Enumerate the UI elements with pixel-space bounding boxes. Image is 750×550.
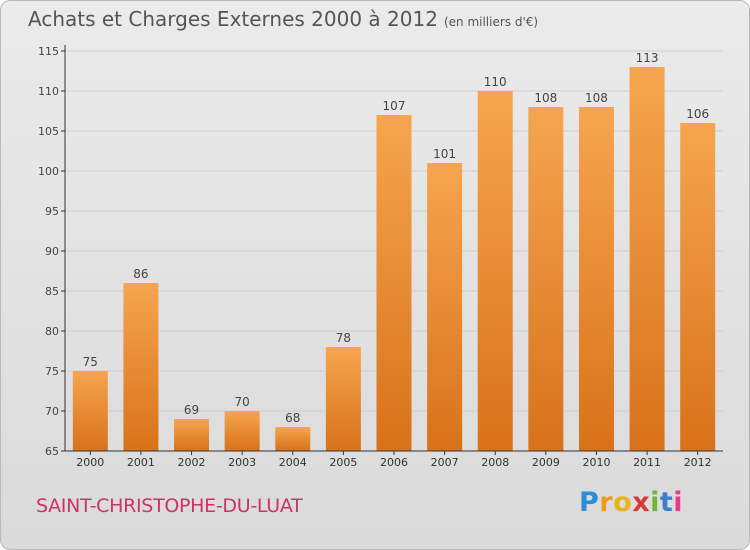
chart-subtitle: (en milliers d'€) — [443, 15, 539, 29]
y-tick-label: 65 — [45, 445, 59, 458]
bar-value-label: 68 — [285, 411, 300, 425]
x-tick-label: 2012 — [684, 456, 712, 469]
chart-title-text: Achats et Charges Externes 2000 à 2012 — [28, 7, 438, 31]
bar-2001 — [123, 283, 159, 451]
bar-value-label: 70 — [235, 395, 250, 409]
x-tick-label: 2004 — [279, 456, 307, 469]
bar-2004 — [275, 427, 311, 451]
y-tick-label: 95 — [45, 205, 59, 218]
bar-value-label: 107 — [383, 99, 406, 113]
bar-value-label: 101 — [433, 147, 456, 161]
x-tick-label: 2008 — [481, 456, 509, 469]
x-tick-label: 2011 — [633, 456, 661, 469]
bar-value-label: 78 — [336, 331, 351, 345]
y-tick-label: 85 — [45, 285, 59, 298]
bar-2006 — [376, 115, 412, 451]
bar-value-label: 110 — [484, 75, 507, 89]
logo-letter: x — [632, 487, 651, 518]
bar-2008 — [477, 91, 513, 451]
bar-value-label: 108 — [585, 91, 608, 105]
y-tick-label: 105 — [38, 125, 59, 138]
bar-2003 — [224, 411, 260, 451]
x-tick-label: 2005 — [329, 456, 357, 469]
x-tick-label: 2001 — [127, 456, 155, 469]
logo-letter: t — [659, 487, 674, 518]
logo-letter: r — [599, 487, 614, 518]
bar-2002 — [174, 419, 210, 451]
bar-2011 — [629, 67, 665, 451]
x-tick-label: 2010 — [582, 456, 610, 469]
bar-2012 — [680, 123, 716, 451]
commune-name: SAINT-CHRISTOPHE-DU-LUAT — [36, 495, 303, 517]
bar-2005 — [325, 347, 361, 451]
y-tick-label: 75 — [45, 365, 59, 378]
bar-value-label: 86 — [133, 267, 148, 281]
x-tick-label: 2003 — [228, 456, 256, 469]
bar-2000 — [72, 371, 108, 451]
x-tick-label: 2000 — [76, 456, 104, 469]
logo-letter: o — [613, 487, 633, 518]
bar-2010 — [578, 107, 614, 451]
bar-value-label: 69 — [184, 403, 199, 417]
y-tick-label: 90 — [45, 245, 59, 258]
bar-value-label: 108 — [534, 91, 557, 105]
bar-value-label: 106 — [686, 107, 709, 121]
logo-letter: P — [579, 487, 600, 518]
logo-letter: i — [650, 487, 660, 518]
bar-value-label: 113 — [636, 51, 659, 65]
y-tick-label: 80 — [45, 325, 59, 338]
chart-title: Achats et Charges Externes 2000 à 2012 (e… — [28, 7, 538, 31]
x-tick-label: 2007 — [431, 456, 459, 469]
x-tick-label: 2002 — [178, 456, 206, 469]
axes: 65 70 75 80 85 90 95 100 105 110 115 2000 2001 2002 20… — [38, 45, 723, 469]
y-tick-label: 70 — [45, 405, 59, 418]
logo-letter: i — [673, 487, 684, 518]
y-tick-label: 115 — [38, 45, 59, 58]
y-tick-label: 100 — [38, 165, 59, 178]
y-tick-label: 110 — [38, 85, 59, 98]
proxiti-logo: Proxiti — [579, 487, 683, 518]
bar-2009 — [528, 107, 564, 451]
x-tick-label: 2009 — [532, 456, 560, 469]
bar-2007 — [427, 163, 463, 451]
bar-value-label: 75 — [83, 355, 98, 369]
bars: 75 86 69 70 68 78 107 101 110 108 108 113 106 — [72, 51, 716, 451]
x-tick-label: 2006 — [380, 456, 408, 469]
